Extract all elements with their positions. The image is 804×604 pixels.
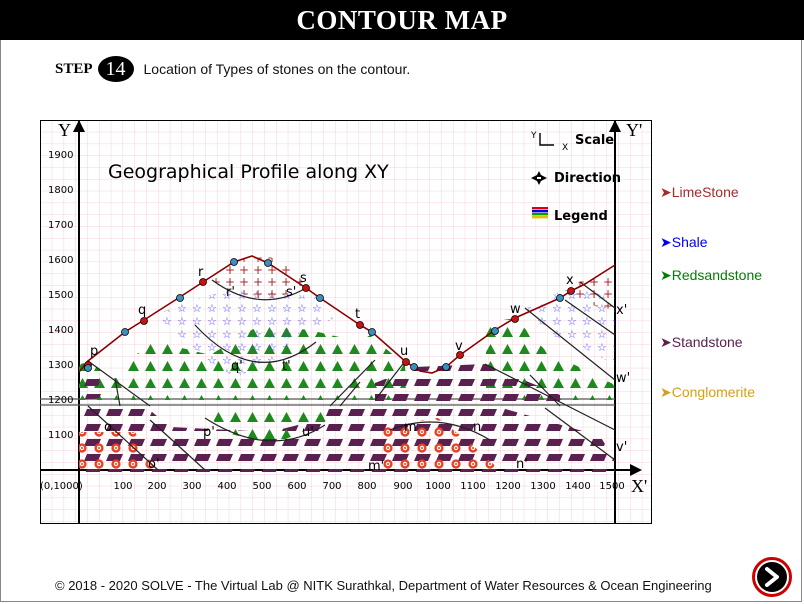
direction-icon (531, 171, 547, 185)
next-button[interactable] (752, 557, 792, 597)
x-tick-label: 1200 (495, 481, 520, 492)
point-label-w-prime: w' (616, 371, 630, 386)
legend-shale-label: Shale (671, 234, 708, 250)
x-tick-label: 400 (217, 481, 236, 492)
arrow-icon: ➤ (660, 184, 672, 200)
scale-label: Scale (575, 133, 614, 148)
y-tick-label: 1700 (48, 220, 73, 231)
x-tick-label: 600 (287, 481, 306, 492)
legend-standstone-label: Standstone (671, 334, 743, 350)
y-tick-label: 1500 (48, 290, 73, 301)
content-frame (0, 40, 802, 602)
y-tick-label: 1900 (48, 150, 73, 161)
point-label-v: v (455, 339, 463, 354)
legend-shale: ➤Shale (660, 234, 708, 251)
x-tick-label: 1500 (599, 481, 624, 492)
y-tick-label: 1600 (48, 255, 73, 266)
scale-icon (539, 133, 554, 146)
next-arrow-icon (757, 562, 787, 592)
step-description: Location of Types of stones on the conto… (143, 61, 411, 77)
point-label-p: p (90, 344, 98, 359)
point-label-w: w (510, 302, 521, 317)
step-number-badge: 14 (97, 56, 134, 82)
direction-label: Direction (554, 171, 621, 186)
point-label-s: s (300, 271, 307, 286)
point-label-x-prime: x' (616, 303, 627, 318)
origin-label: (0,1000) (40, 481, 83, 492)
y-tick-label: 1800 (48, 185, 73, 196)
point-label-q-prime: q' (231, 359, 243, 374)
geographical-profile-diagram: ☆ + (40, 120, 652, 524)
legend-redsandstone: ➤Redsandstone (660, 267, 762, 284)
x-tick-label: 700 (322, 481, 341, 492)
legend-standstone: ➤Standstone (660, 334, 743, 351)
x-tick-label: 1100 (460, 481, 485, 492)
point-label-p-prime: p' (203, 425, 215, 440)
arrow-icon: ➤ (660, 234, 672, 250)
step-word: STEP (55, 60, 93, 77)
point-label-u: u (400, 344, 408, 359)
point-label-r-prime: r' (226, 285, 235, 300)
point-label-n: n (473, 420, 481, 435)
arrow-icon: ➤ (660, 384, 672, 400)
y-prime-axis-label: Y' (626, 120, 642, 140)
point-label-m-prime: m' (368, 459, 384, 474)
point-label-t-prime: t' (282, 359, 291, 374)
arrow-icon: ➤ (660, 267, 672, 283)
legend-limestone-label: LimeStone (671, 184, 739, 200)
x-tick-label: 900 (393, 481, 412, 492)
point-label-v-prime: v' (616, 440, 627, 455)
point-label-x: x (566, 273, 574, 288)
point-label-m: m (404, 420, 417, 435)
x-prime-axis-label: X' (631, 476, 647, 496)
point-label-r: r (198, 265, 204, 280)
footer-copyright: © 2018 - 2020 SOLVE - The Virtual Lab @ … (55, 578, 712, 593)
x-tick-label: 1400 (565, 481, 590, 492)
title-bar: CONTOUR MAP (0, 0, 804, 40)
point-label-o: o (104, 420, 112, 435)
legend-redsandstone-label: Redsandstone (671, 267, 763, 283)
point-label-o-prime: o' (148, 457, 160, 472)
x-tick-label: 300 (182, 481, 201, 492)
x-tick-label: 800 (357, 481, 376, 492)
point-label-t: t (355, 307, 360, 322)
step-header: STEP 14 Location of Types of stones on t… (55, 56, 410, 82)
page-title: CONTOUR MAP (296, 4, 508, 35)
legend-conglomerite: ➤Conglomerite (660, 384, 755, 401)
point-label-q: q (138, 303, 146, 318)
y-tick-label: 1400 (48, 325, 73, 336)
arrow-icon: ➤ (660, 334, 672, 350)
x-tick-label: 200 (147, 481, 166, 492)
legend-limestone: ➤LimeStone (660, 184, 739, 201)
legend-conglomerite-label: Conglomerite (671, 384, 755, 400)
y-tick-label: 1200 (48, 395, 73, 406)
point-label-u-prime: u' (302, 425, 314, 440)
y-tick-label: 1100 (48, 430, 73, 441)
x-tick-label: 100 (113, 481, 132, 492)
x-tick-label: 1300 (530, 481, 555, 492)
point-label-s-prime: s' (286, 285, 296, 300)
x-tick-label: 1000 (425, 481, 450, 492)
x-tick-label: 500 (252, 481, 271, 492)
legend-label: Legend (554, 209, 608, 224)
scale-x-label: X (562, 143, 568, 153)
point-label-n-prime: n' (516, 457, 528, 472)
y-axis-label: Y (58, 120, 71, 140)
y-tick-label: 1300 (48, 360, 73, 371)
profile-heading: Geographical Profile along XY (108, 161, 389, 183)
legend-icon (532, 207, 548, 219)
scale-y-label: Y (530, 131, 537, 141)
